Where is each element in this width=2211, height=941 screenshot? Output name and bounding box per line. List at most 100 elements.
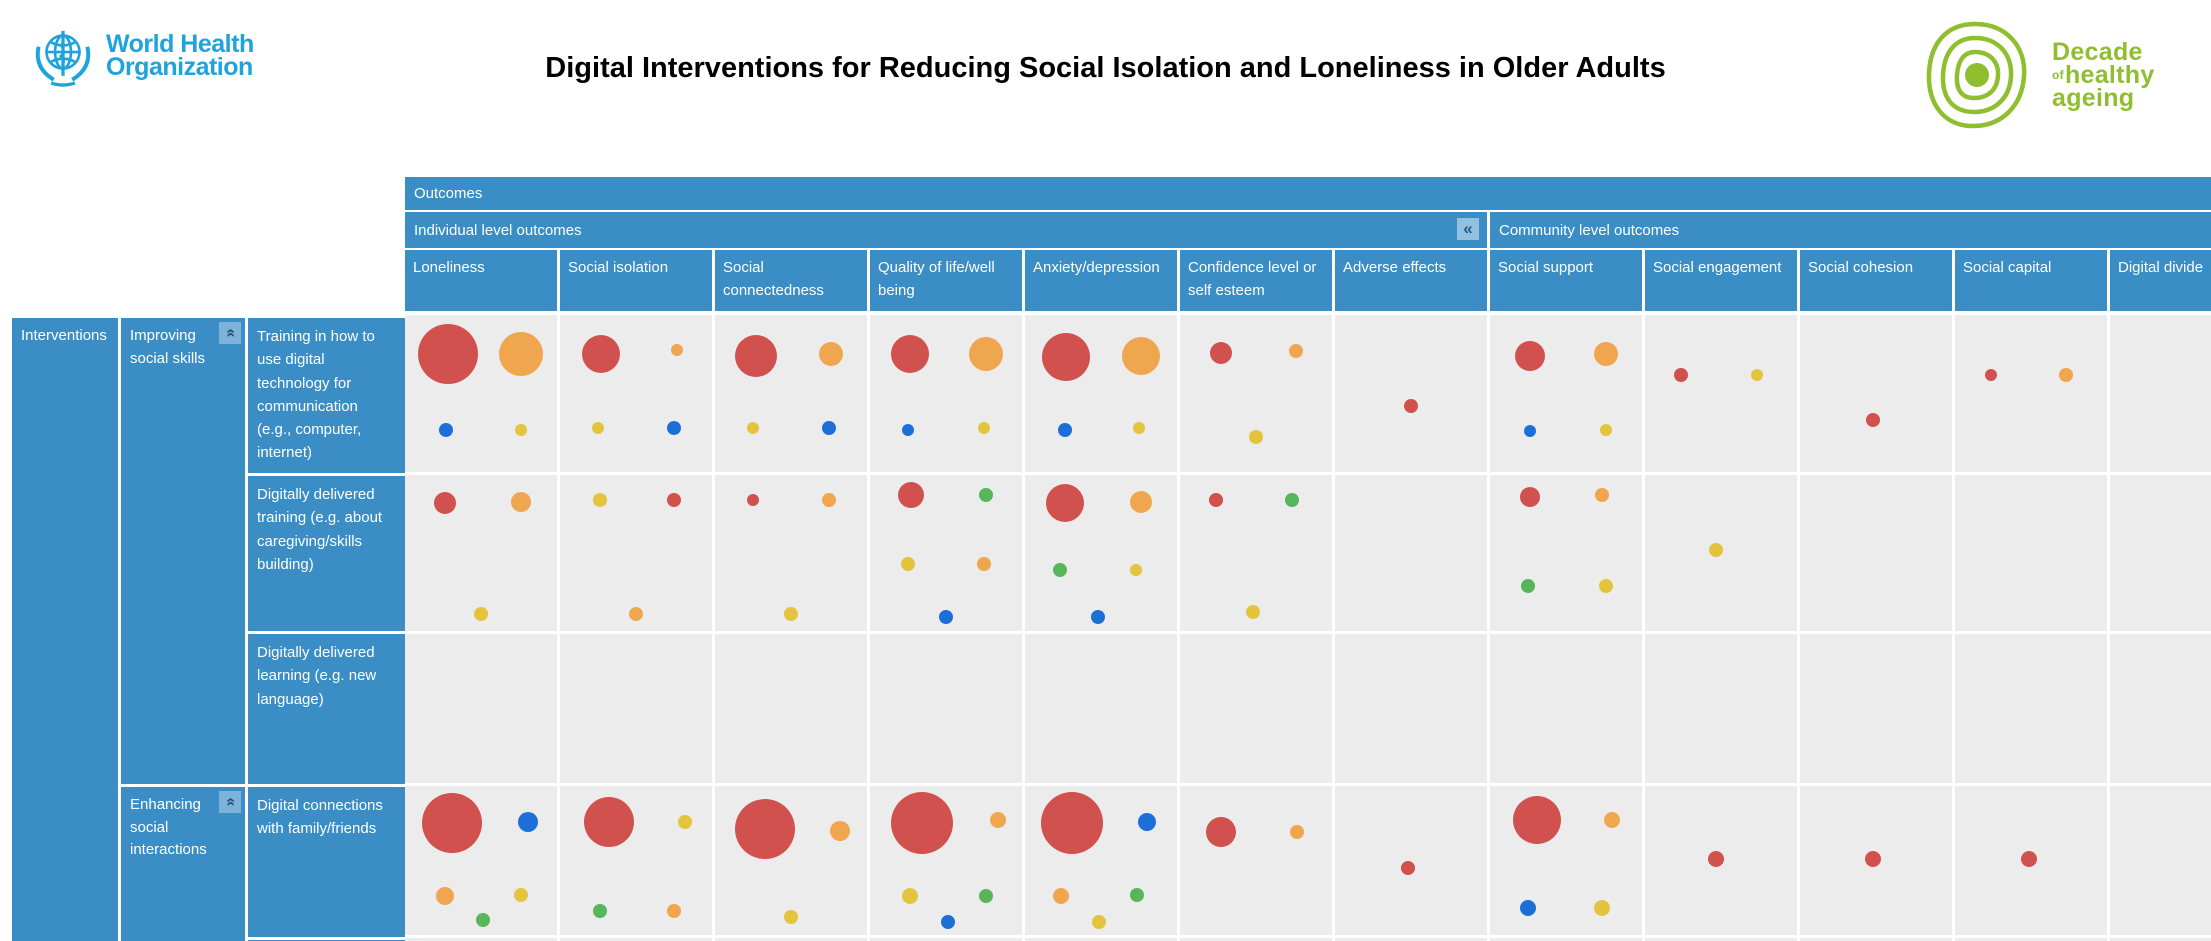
bubble-blue[interactable] (1523, 425, 1536, 438)
bubble-red[interactable] (1041, 792, 1104, 855)
bubble-blue[interactable] (667, 421, 681, 436)
bubble-blue[interactable] (439, 422, 454, 437)
bubble-red[interactable] (1206, 817, 1237, 848)
collapse-individual-outcomes-button[interactable]: « (1457, 218, 1479, 240)
bubble-red[interactable] (1045, 484, 1084, 523)
bubble-yellow[interactable] (784, 910, 798, 925)
bubble-blue[interactable] (902, 423, 914, 436)
bubble-orange[interactable] (1595, 488, 1610, 503)
bubble-yellow[interactable] (1129, 564, 1142, 577)
bubble-red[interactable] (667, 492, 681, 507)
bubble-orange[interactable] (667, 904, 681, 919)
bubble-green[interactable] (978, 488, 993, 503)
bubble-blue[interactable] (939, 609, 953, 624)
bubble-yellow[interactable] (1092, 914, 1107, 929)
bubble-red[interactable] (1674, 367, 1689, 382)
bubble-red[interactable] (1864, 851, 1881, 867)
bubble-red[interactable] (1042, 333, 1091, 382)
bubble-orange[interactable] (977, 556, 991, 571)
bubble-orange[interactable] (818, 342, 843, 367)
bubble-yellow[interactable] (677, 814, 692, 829)
bubble-red[interactable] (890, 335, 929, 374)
bubble-orange[interactable] (1290, 825, 1305, 840)
bubble-green[interactable] (592, 904, 607, 919)
bubble-yellow[interactable] (901, 888, 918, 905)
bubble-orange[interactable] (829, 820, 850, 841)
bubble-yellow[interactable] (1598, 578, 1613, 593)
bubble-red[interactable] (898, 482, 925, 509)
bubble-orange[interactable] (1603, 812, 1620, 829)
who-emblem-icon (35, 30, 91, 87)
bubble-orange[interactable] (498, 332, 543, 377)
bubble-red[interactable] (1985, 368, 1998, 381)
bubble-red[interactable] (1513, 796, 1562, 845)
bubble-orange[interactable] (629, 606, 643, 621)
bubble-yellow[interactable] (592, 422, 604, 435)
bubble-red[interactable] (1404, 399, 1418, 414)
decade-wordmark: Decade ofhealthy ageing (2052, 39, 2155, 110)
bubble-red[interactable] (1514, 340, 1545, 371)
bubble-blue[interactable] (822, 421, 836, 436)
bubble-green[interactable] (1052, 563, 1067, 578)
bubble-orange[interactable] (510, 491, 531, 512)
bubble-blue[interactable] (940, 914, 955, 929)
bubble-yellow[interactable] (1751, 368, 1764, 381)
bubble-green[interactable] (978, 889, 993, 904)
bubble-green[interactable] (475, 913, 490, 928)
bubble-red[interactable] (747, 493, 759, 506)
bubble-red[interactable] (1865, 413, 1880, 428)
bubble-red[interactable] (735, 799, 796, 860)
bubble-blue[interactable] (1090, 609, 1105, 624)
bubble-yellow[interactable] (1245, 605, 1260, 620)
bubble-red[interactable] (2021, 851, 2038, 867)
bubble-red[interactable] (582, 335, 621, 374)
bubble-blue[interactable] (1137, 812, 1156, 831)
bubble-yellow[interactable] (513, 887, 528, 902)
bubble-yellow[interactable] (747, 422, 759, 435)
bubble-yellow[interactable] (1594, 900, 1611, 917)
bubble-red[interactable] (1400, 860, 1415, 875)
bubble-orange[interactable] (1288, 344, 1303, 359)
bubble-orange[interactable] (989, 812, 1006, 829)
collapse-category-button[interactable]: « (219, 322, 241, 344)
bubble-red[interactable] (890, 792, 953, 855)
bubble-orange[interactable] (1121, 336, 1160, 375)
collapse-category-button[interactable]: « (219, 791, 241, 813)
grid-cell (1025, 315, 1177, 472)
bubble-red[interactable] (1519, 486, 1540, 507)
bubble-blue[interactable] (518, 811, 539, 832)
bubble-red[interactable] (1210, 341, 1233, 364)
bubble-yellow[interactable] (901, 556, 915, 571)
bubble-yellow[interactable] (474, 606, 488, 621)
bubble-green[interactable] (1285, 492, 1300, 507)
bubble-orange[interactable] (1593, 342, 1618, 367)
bubble-orange[interactable] (1053, 888, 1070, 905)
bubble-yellow[interactable] (592, 492, 607, 507)
bubble-yellow[interactable] (1709, 542, 1724, 557)
bubble-red[interactable] (417, 324, 478, 385)
bubble-orange[interactable] (968, 337, 1003, 372)
bubble-yellow[interactable] (1133, 422, 1145, 435)
bubble-yellow[interactable] (1599, 423, 1612, 436)
bubble-red[interactable] (735, 334, 778, 377)
bubble-orange[interactable] (822, 492, 836, 507)
bubble-green[interactable] (1521, 578, 1535, 593)
bubble-yellow[interactable] (514, 423, 527, 436)
grid-cell (1335, 786, 1487, 935)
bubble-red[interactable] (583, 796, 634, 847)
bubble-red[interactable] (422, 793, 483, 854)
bubble-green[interactable] (1130, 887, 1145, 902)
bubble-yellow[interactable] (1249, 430, 1263, 445)
bubble-red[interactable] (1209, 492, 1224, 507)
bubble-orange[interactable] (435, 887, 454, 906)
bubble-yellow[interactable] (784, 606, 798, 621)
bubble-orange[interactable] (1129, 490, 1152, 513)
bubble-orange[interactable] (2058, 367, 2073, 382)
bubble-blue[interactable] (1520, 900, 1536, 917)
bubble-blue[interactable] (1057, 422, 1072, 437)
grid-cell (1645, 475, 1797, 631)
bubble-orange[interactable] (671, 343, 684, 356)
bubble-red[interactable] (1708, 851, 1725, 867)
bubble-red[interactable] (433, 492, 456, 515)
bubble-yellow[interactable] (978, 422, 990, 435)
